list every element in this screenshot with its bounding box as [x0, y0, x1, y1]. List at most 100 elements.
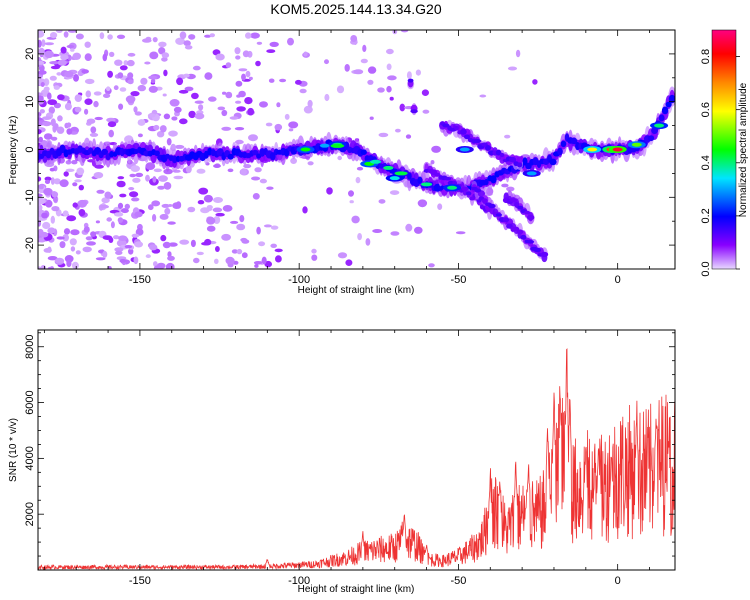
ridge-cell — [227, 153, 234, 160]
ridge-cell — [522, 157, 528, 166]
noise-blob — [107, 266, 112, 269]
noise-blob — [71, 160, 78, 165]
noise-blob — [395, 128, 401, 133]
noise-blob — [230, 220, 239, 224]
noise-blob — [265, 122, 273, 127]
ridge-cell — [454, 125, 459, 131]
noise-blob — [167, 255, 175, 261]
noise-blob — [57, 94, 65, 101]
noise-blob — [150, 78, 156, 84]
noise-blob — [239, 215, 245, 223]
noise-blob — [248, 76, 253, 81]
noise-blob — [51, 206, 60, 212]
noise-blob — [50, 65, 61, 70]
noise-blob — [288, 121, 299, 129]
noise-blob — [59, 241, 66, 249]
noise-blob — [63, 31, 69, 38]
noise-blob — [215, 246, 220, 252]
noise-blob — [39, 109, 45, 114]
ridge-cell — [661, 106, 669, 115]
noise-blob — [94, 116, 103, 121]
colorbar-tick-label: 0.6 — [700, 102, 712, 117]
noise-blob — [77, 199, 88, 208]
noise-blob — [134, 111, 142, 116]
branch-ridge-4 — [407, 78, 418, 116]
noise-blob — [231, 249, 238, 254]
noise-blob — [51, 191, 57, 198]
noise-blob — [44, 42, 54, 46]
noise-blob — [157, 185, 165, 190]
noise-blob — [185, 165, 192, 174]
noise-blob — [107, 121, 117, 128]
noise-blob — [235, 80, 243, 87]
noise-blob — [307, 99, 313, 108]
noise-blob — [264, 260, 273, 268]
noise-blob — [117, 202, 124, 209]
noise-blob — [53, 196, 58, 203]
noise-blob — [75, 250, 81, 255]
noise-blob — [236, 248, 243, 255]
noise-blob — [151, 109, 158, 115]
ridge-cell — [59, 144, 66, 154]
spectrogram-x-axis-label: Height of straight line (km) — [298, 285, 415, 296]
noise-blob — [501, 183, 509, 188]
ridge-cell — [526, 240, 535, 244]
noise-blob — [179, 239, 190, 245]
noise-blob — [252, 193, 260, 200]
noise-blob — [203, 207, 213, 212]
snr-panel: -150 -100 -50 0 2000 4000 6000 8000 Height of s… — [8, 329, 676, 595]
noise-blob — [124, 203, 130, 210]
noise-blob — [266, 49, 276, 53]
noise-blob — [84, 41, 91, 48]
noise-blob — [204, 72, 213, 80]
noise-blob — [417, 199, 428, 208]
noise-blob — [129, 191, 139, 198]
noise-blob — [50, 118, 56, 127]
ridge-cell — [410, 109, 418, 114]
ridge-cell — [508, 156, 517, 163]
noise-blob — [142, 38, 152, 43]
noise-blob — [378, 199, 386, 204]
noise-blob — [47, 99, 58, 106]
noise-blob — [178, 89, 189, 94]
noise-blob — [506, 186, 515, 192]
noise-blob — [428, 263, 435, 268]
noise-blob — [406, 71, 412, 80]
noise-blob — [50, 177, 55, 185]
noise-blob — [93, 100, 99, 108]
y-tick-label: 0 — [24, 146, 36, 152]
noise-blob — [158, 47, 166, 55]
noise-blob — [73, 74, 79, 82]
noise-blob — [149, 51, 159, 60]
noise-blob — [266, 186, 274, 190]
noise-blob — [256, 41, 263, 45]
noise-blob — [194, 112, 205, 120]
noise-blob — [275, 255, 282, 263]
noise-blob — [324, 93, 330, 102]
noise-blob — [153, 265, 161, 269]
noise-blob — [44, 50, 54, 59]
noise-blob — [117, 72, 124, 79]
noise-blob — [240, 168, 247, 176]
noise-blob — [279, 78, 287, 83]
noise-blob — [274, 123, 283, 131]
noise-blob — [222, 205, 233, 212]
noise-blob — [83, 226, 90, 233]
noise-blob — [60, 54, 69, 61]
noise-blob — [47, 266, 54, 269]
noise-blob — [162, 93, 167, 97]
noise-blob — [360, 58, 368, 64]
noise-blob — [65, 168, 75, 172]
noise-blob — [74, 179, 82, 183]
noise-blob — [367, 79, 374, 85]
ridge-cell — [502, 217, 510, 223]
noise-blob — [119, 65, 128, 71]
hot-spot-core — [300, 147, 311, 152]
ridge-cell — [465, 191, 472, 196]
noise-blob — [214, 258, 219, 264]
noise-blob — [153, 168, 162, 173]
noise-blob — [93, 172, 104, 179]
noise-blob — [288, 128, 294, 132]
noise-blob — [405, 134, 412, 139]
noise-blob — [85, 236, 93, 241]
